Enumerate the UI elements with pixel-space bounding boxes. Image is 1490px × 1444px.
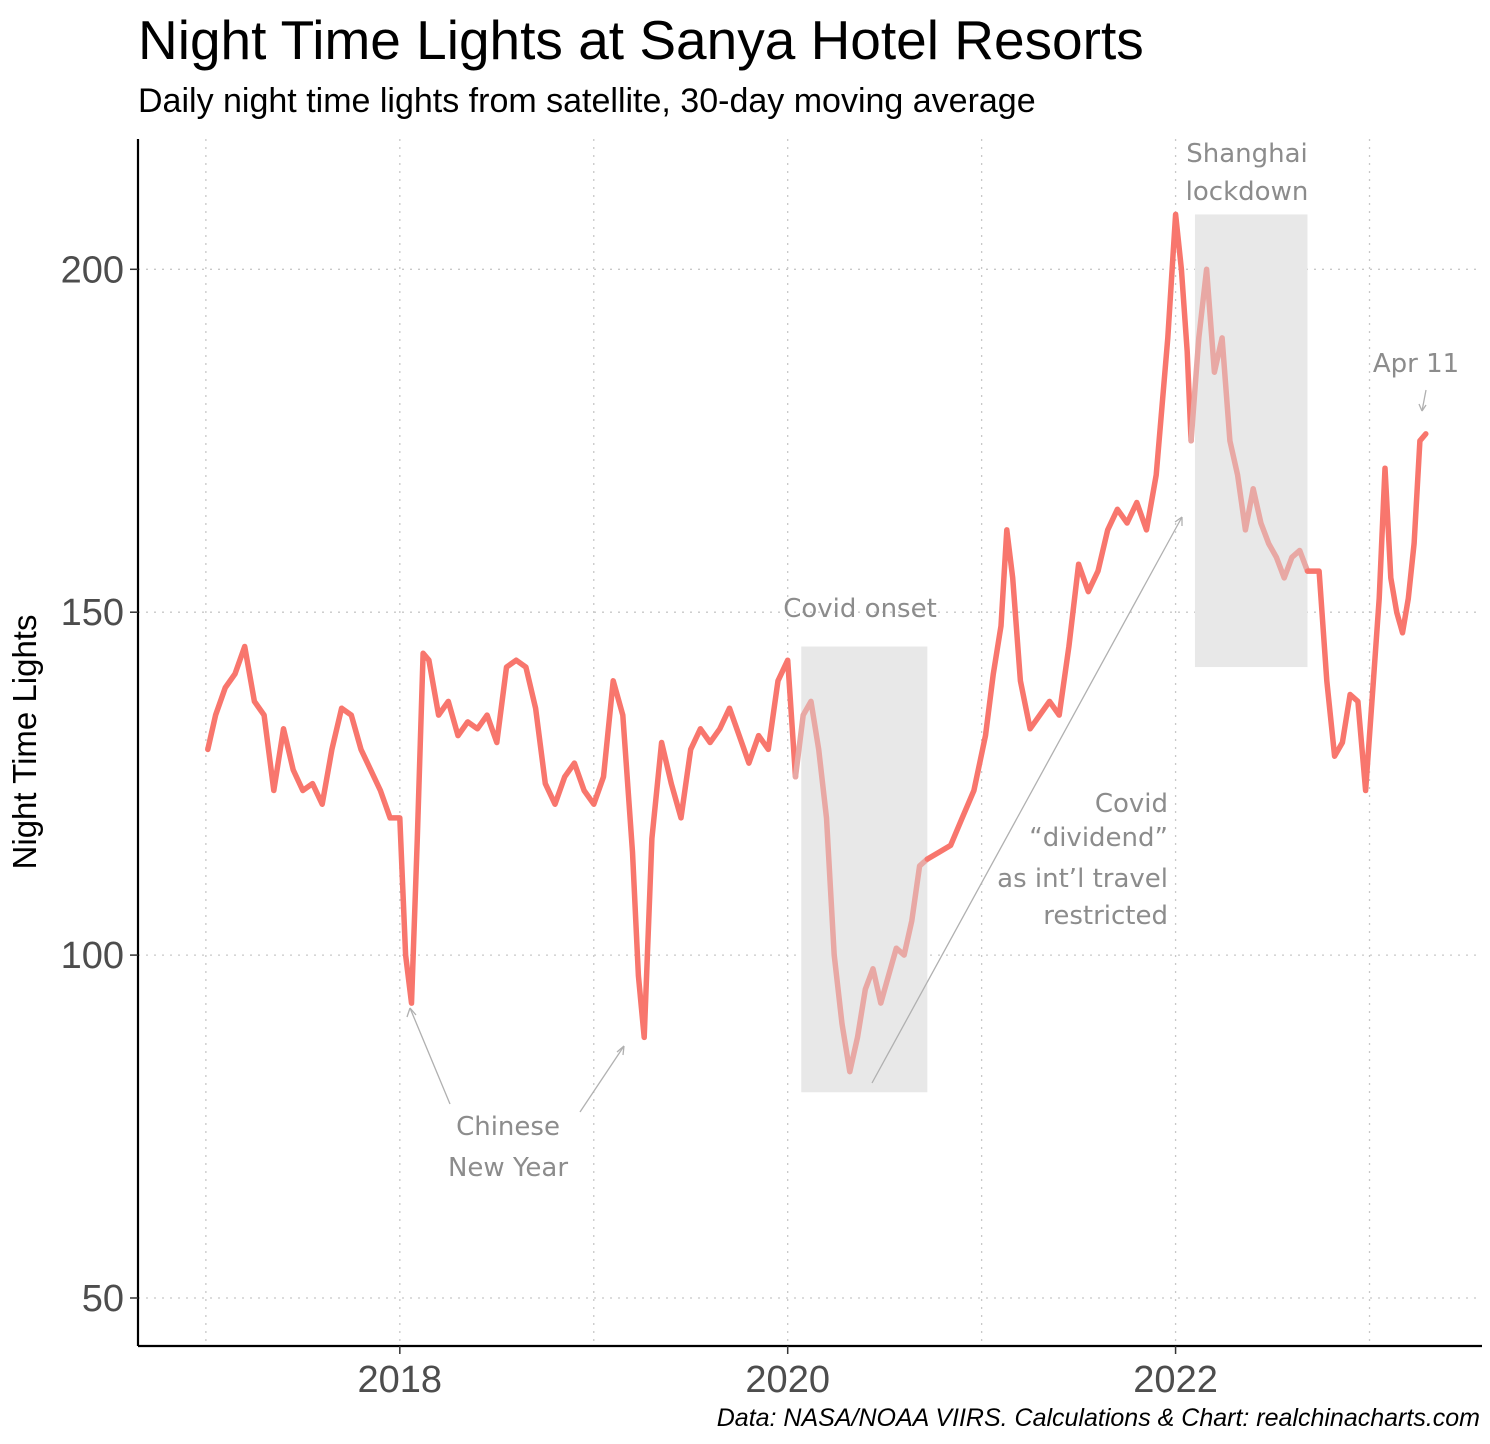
x-tick-label-2020: 2020: [745, 1359, 830, 1401]
axes: [136, 139, 1482, 1348]
dividend-label-line-2: “dividend”: [1029, 823, 1168, 853]
chart-title: Night Time Lights at Sanya Hotel Resorts: [138, 9, 1144, 71]
y-tick-label-100: 100: [61, 935, 124, 977]
chart-subtitle: Daily night time lights from satellite, …: [138, 82, 1036, 120]
tick-labels: 50 100 150 200 2018 2020 2022: [61, 249, 1218, 1401]
dividend-label-line-1: Covid: [1095, 789, 1168, 819]
apr11-label: Apr 11: [1373, 349, 1459, 379]
series-line-3: [924, 211, 1194, 862]
shade-shanghai-lockdown: [1194, 214, 1308, 668]
shanghai-label-line-2: lockdown: [1186, 177, 1309, 207]
x-tick-label-2018: 2018: [358, 1359, 443, 1401]
series-line-4: [1188, 266, 1311, 581]
shade-covid-onset: [801, 646, 928, 1093]
apr11-arrow: [1421, 389, 1427, 412]
dividend-arrow: [871, 516, 1183, 1084]
cny-label-line-2: New Year: [448, 1153, 568, 1183]
dividend-label-line-4: restricted: [1043, 901, 1168, 931]
cny-arrow-2-head: [616, 1045, 625, 1056]
series-line-2: [792, 698, 931, 1075]
data-lines: [205, 211, 1429, 1075]
chart-caption: Data: NASA/NOAA VIIRS. Calculations & Ch…: [716, 1404, 1480, 1432]
apr11-arrow-head: [1418, 403, 1427, 412]
cny-arrow-1: [409, 1007, 451, 1105]
shaded-periods: [801, 214, 1308, 1093]
y-tick-label-150: 150: [61, 592, 124, 634]
dividend-label-line-3: as int’l travel: [997, 864, 1168, 894]
annotations: Chinese New Year Covid onset Covid “divi…: [406, 139, 1459, 1183]
cny-label-line-1: Chinese: [456, 1112, 560, 1142]
y-tick-label-50: 50: [82, 1278, 124, 1320]
y-axis-title: Night Time Lights: [6, 615, 43, 870]
cny-arrow-1-head: [406, 1007, 417, 1018]
x-tick-label-2022: 2022: [1133, 1359, 1218, 1401]
shanghai-label-line-1: Shanghai: [1186, 139, 1308, 169]
y-tick-label-200: 200: [61, 249, 124, 291]
covid-onset-label: Covid onset: [783, 594, 937, 624]
cny-arrow-2: [579, 1045, 625, 1113]
series-line-1: [205, 643, 799, 1041]
series-line-5: [1304, 431, 1429, 794]
dividend-arrow-head: [1174, 516, 1183, 526]
